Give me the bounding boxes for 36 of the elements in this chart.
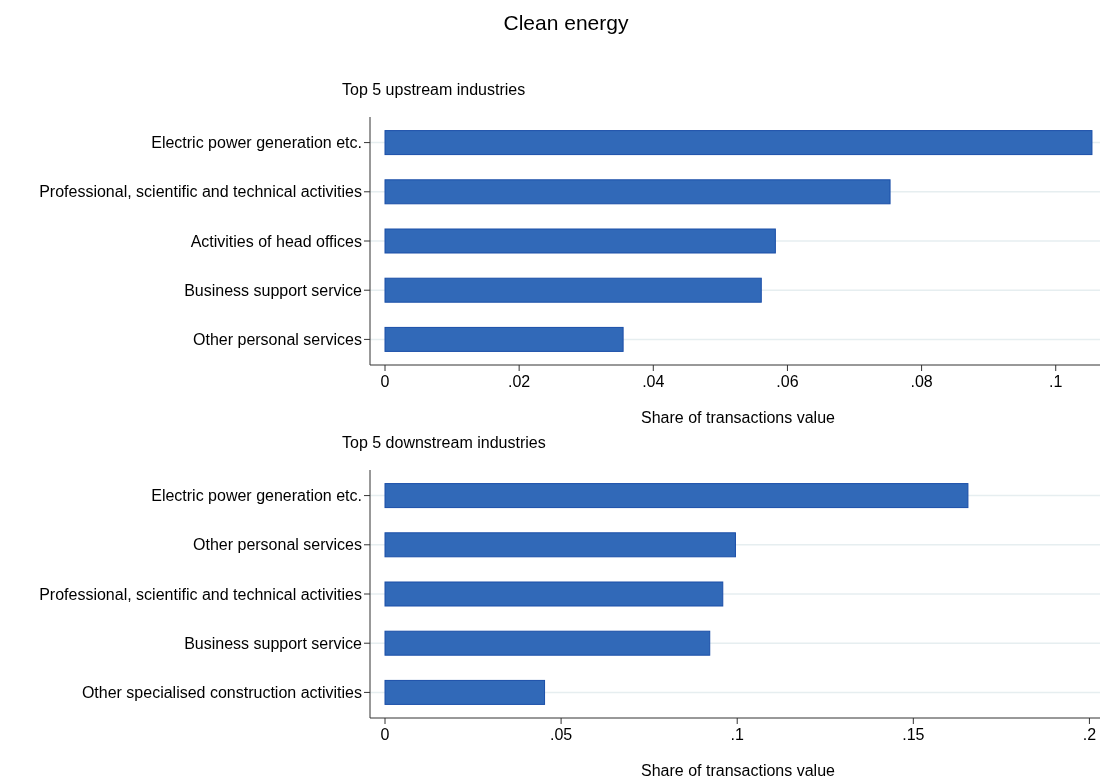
y-tick-label: Professional, scientific and technical activities [39,585,362,603]
x-tick-label: .06 [776,373,799,390]
y-tick-label: Activities of head offices [190,232,362,250]
x-axis-title: Share of transactions value [641,409,836,426]
x-tick-label: .2 [1082,726,1097,743]
bar [384,483,969,509]
x-tick-label: .04 [642,373,665,390]
y-tick-label: Other personal services [193,536,362,554]
bar [384,532,736,558]
bar [384,630,711,656]
y-tick-label: Electric power generation etc. [151,134,362,152]
bar [384,581,724,607]
x-tick-label: .02 [508,373,531,390]
x-tick-label: 0 [380,373,390,390]
bar [384,130,1093,156]
x-axis-title: Share of transactions value [641,762,836,778]
y-tick-label: Electric power generation etc. [151,487,362,505]
y-tick-label: Other personal services [193,331,362,349]
y-tick-label: Professional, scientific and technical activities [39,183,362,201]
bar [384,179,891,205]
bar [384,228,776,254]
x-tick-label: .1 [730,726,744,743]
chart-title: Clean energy [503,11,629,34]
x-tick-label: .05 [549,726,573,743]
y-tick-label: Business support service [184,634,363,652]
x-tick-label: 0 [380,726,390,743]
x-tick-label: .15 [902,726,925,743]
y-tick-label: Other specialised construction activities [81,684,362,702]
chart-subtitle: Top 5 upstream industries [342,81,526,98]
x-tick-label: .08 [910,373,933,390]
y-tick-label: Business support service [184,281,363,299]
x-tick-label: .1 [1049,373,1063,390]
chart-subtitle: Top 5 downstream industries [342,434,546,451]
bar [384,679,546,705]
bar [384,326,624,352]
bar [384,277,762,303]
